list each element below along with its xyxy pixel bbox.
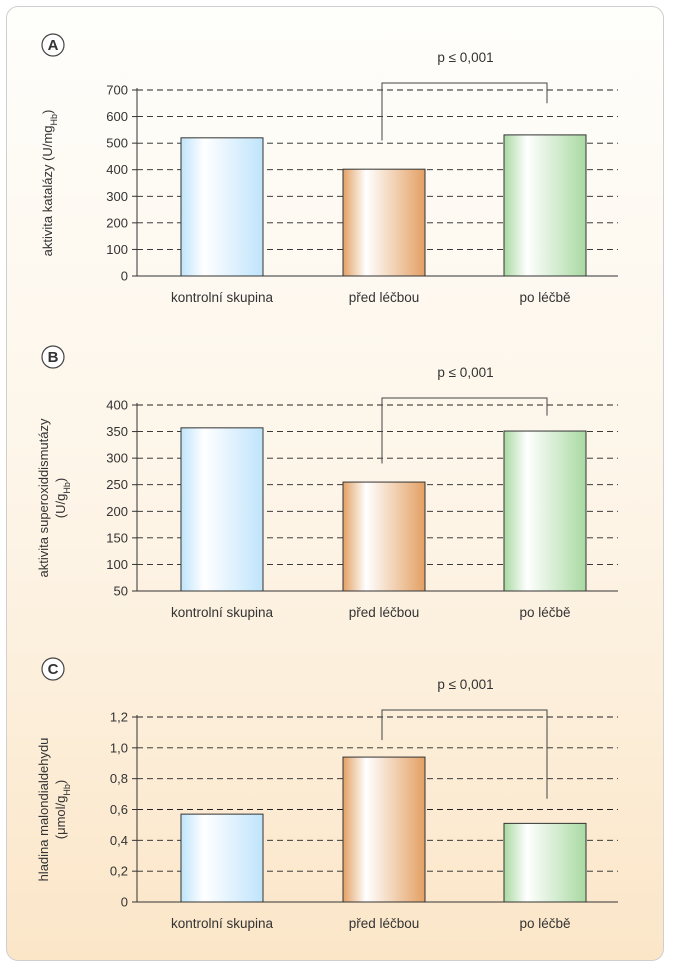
y-tick-label: 1,0 [110,740,128,755]
y-axis-label: aktivita katalázy (U/mgHb) [40,110,59,257]
y-tick-label: 0 [121,895,128,910]
y-tick-label: 0,8 [110,771,128,786]
y-axis-label: (U/gHb) [53,478,72,518]
x-category-label: kontrolní skupina [171,605,274,620]
bar-kontrolni [180,427,264,592]
y-axis-label: aktivita superoxiddismutázy [36,418,51,577]
y-tick-label: 100 [106,557,128,572]
y-tick-label: 50 [114,584,128,599]
panel-a: A 0 100 200 300 400 500 600 700 kontrolní skupina… [40,33,618,305]
y-tick-label: 200 [106,504,128,519]
x-category-label: kontrolní skupina [171,290,274,305]
panel-label: C [48,661,59,678]
x-category-label: před léčbou [349,605,420,620]
bar-po [503,430,587,592]
y-tick-label: 600 [106,109,128,124]
y-tick-label: 0 [121,269,128,284]
panel-label: B [48,349,59,366]
bar-kontrolni [180,137,264,277]
y-tick-label: 250 [106,477,128,492]
bar-po [503,134,587,277]
p-value-label: p ≤ 0,001 [437,50,493,65]
y-tick-label: 300 [106,451,128,466]
y-tick-label: 300 [106,189,128,204]
panel-badge: A [41,33,65,57]
y-tick-label: 350 [106,424,128,439]
y-tick-label: 0,6 [110,802,128,817]
x-category-label: po léčbě [519,605,570,620]
x-category-label: po léčbě [519,290,570,305]
y-tick-label: 0,2 [110,864,128,879]
y-tick-label: 200 [106,215,128,230]
bar-pred [342,168,426,277]
bar-po [503,822,587,903]
bar-kontrolni [180,813,264,903]
p-value-label: p ≤ 0,001 [437,365,493,380]
x-category-label: po léčbě [519,916,570,931]
y-tick-label: 400 [106,398,128,413]
y-tick-label: 400 [106,162,128,177]
y-tick-label: 700 [106,83,128,98]
x-category-label: kontrolní skupina [171,916,274,931]
y-tick-label: 150 [106,530,128,545]
y-tick-label: 1,2 [110,710,128,725]
panel-badge: B [41,345,65,369]
panel-badge: C [41,657,65,681]
significance-bracket [381,397,548,464]
bar-pred [342,756,426,903]
panel-c: C 0 0,2 0,4 0,6 0,8 1,0 1,2 kontrolní skupina pře… [36,657,618,931]
significance-bracket [381,82,548,141]
y-axis-label: hladina malondialdehydu [36,738,51,882]
significance-bracket [381,709,548,799]
y-axis-label: (μmol/gHb) [53,780,72,839]
x-category-label: před léčbou [349,916,420,931]
panel-label: A [48,37,59,54]
x-category-label: před léčbou [349,290,420,305]
y-tick-label: 0,4 [110,833,128,848]
panel-b: B 50 100 150 200 250 300 350 400 kontrolní skupin… [36,345,618,620]
y-tick-label: 100 [106,242,128,257]
bar-pred [342,481,426,592]
p-value-label: p ≤ 0,001 [437,677,493,692]
y-tick-label: 500 [106,136,128,151]
